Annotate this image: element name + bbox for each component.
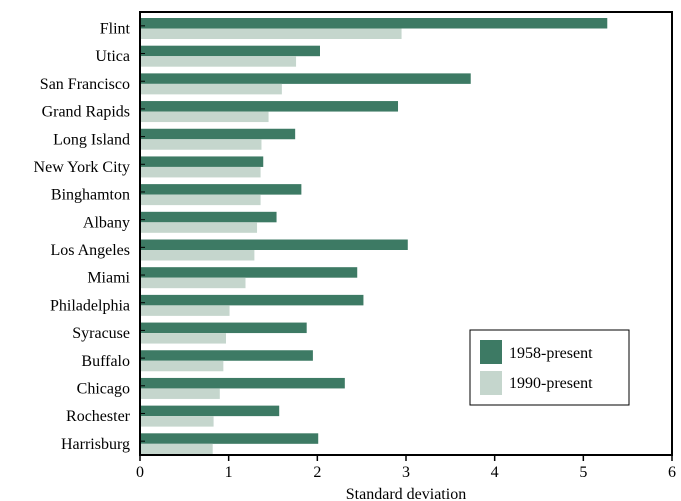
category-label-grand-rapids: Grand Rapids <box>42 104 130 121</box>
category-label-san-francisco: San Francisco <box>40 76 130 93</box>
bar-1990-harrisburg <box>140 443 213 455</box>
bar-1958-long-island <box>140 128 296 140</box>
bar-1990-flint <box>140 28 402 39</box>
category-label-binghamton: Binghamton <box>51 187 130 204</box>
legend-label-1990: 1990-present <box>509 375 593 392</box>
category-label-philadelphia: Philadelphia <box>50 297 130 314</box>
bar-1958-miami <box>140 267 358 278</box>
bar-1990-syracuse <box>140 333 227 344</box>
legend-label-1958: 1958-present <box>509 345 593 362</box>
legend-swatch-1958 <box>480 340 502 364</box>
bar-1958-new-york-city <box>140 156 264 167</box>
bar-1958-rochester <box>140 405 280 417</box>
category-label-miami: Miami <box>87 270 130 287</box>
category-label-harrisburg: Harrisburg <box>61 436 130 453</box>
bars-layer <box>140 18 608 455</box>
bar-1958-utica <box>140 45 320 57</box>
bar-1958-buffalo <box>140 350 313 361</box>
x-tick-label: 5 <box>579 464 587 481</box>
category-label-utica: Utica <box>95 48 130 65</box>
bar-1958-los-angeles <box>140 239 408 250</box>
category-label-rochester: Rochester <box>66 408 131 425</box>
category-labels: Flint Utica San Francisco Grand Rapids Long … <box>34 21 145 453</box>
legend-swatch-1990 <box>480 371 502 395</box>
x-tick-label: 2 <box>313 464 321 481</box>
bar-1990-miami <box>140 277 246 289</box>
bar-1990-binghamton <box>140 194 261 206</box>
x-tick-label: 6 <box>668 464 676 481</box>
x-axis: 0 1 2 3 4 5 6 <box>136 455 676 481</box>
category-label-new-york-city: New York City <box>34 159 130 176</box>
bar-1990-new-york-city <box>140 166 261 178</box>
bar-1990-philadelphia <box>140 305 230 316</box>
category-label-flint: Flint <box>100 21 131 38</box>
x-tick-label: 1 <box>225 464 233 481</box>
bar-1958-chicago <box>140 377 345 389</box>
x-tick-label: 4 <box>491 464 499 481</box>
x-tick-label: 3 <box>402 464 410 481</box>
bar-1990-grand-rapids <box>140 111 269 123</box>
x-tick-label: 0 <box>136 464 144 481</box>
bar-1990-long-island <box>140 139 262 150</box>
bar-1958-binghamton <box>140 184 302 195</box>
bar-1958-philadelphia <box>140 294 364 306</box>
bar-1958-albany <box>140 211 277 223</box>
bar-1958-harrisburg <box>140 433 319 444</box>
category-label-albany: Albany <box>83 214 130 231</box>
bar-1990-utica <box>140 56 297 67</box>
bar-1990-los-angeles <box>140 250 255 261</box>
category-label-los-angeles: Los Angeles <box>50 242 130 259</box>
x-axis-title: Standard deviation <box>346 486 466 501</box>
bar-1958-flint <box>140 18 608 29</box>
category-label-buffalo: Buffalo <box>81 353 130 370</box>
legend: 1958-present 1990-present <box>469 329 630 406</box>
bar-1990-albany <box>140 222 258 233</box>
category-label-chicago: Chicago <box>77 380 130 397</box>
bar-1958-san-francisco <box>140 73 471 84</box>
bar-1990-rochester <box>140 416 214 427</box>
bar-1958-syracuse <box>140 322 307 334</box>
bar-1958-grand-rapids <box>140 101 399 112</box>
category-label-long-island: Long Island <box>53 131 130 148</box>
category-label-syracuse: Syracuse <box>72 325 130 342</box>
bar-1990-san-francisco <box>140 83 282 95</box>
bar-1990-buffalo <box>140 360 224 372</box>
bar-1990-chicago <box>140 388 220 399</box>
